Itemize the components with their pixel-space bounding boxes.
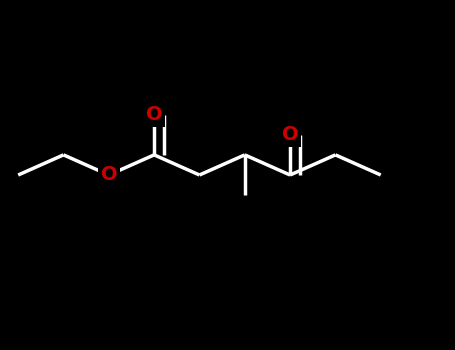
Text: O: O xyxy=(146,105,162,124)
Text: O: O xyxy=(101,166,117,184)
Text: O: O xyxy=(282,125,298,144)
